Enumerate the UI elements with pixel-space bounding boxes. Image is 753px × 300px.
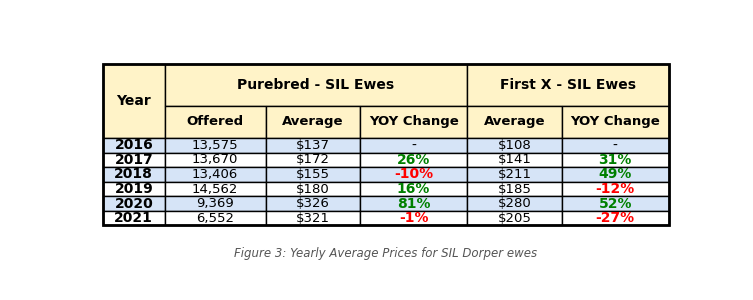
Text: YOY Change: YOY Change xyxy=(570,116,660,128)
Text: YOY Change: YOY Change xyxy=(369,116,459,128)
Bar xyxy=(165,182,266,196)
Bar xyxy=(266,196,360,211)
Bar xyxy=(103,138,165,153)
Bar xyxy=(360,167,468,182)
Text: 49%: 49% xyxy=(599,167,632,182)
Bar xyxy=(266,106,360,138)
Bar xyxy=(165,64,468,106)
Text: Figure 3: Yearly Average Prices for SIL Dorper ewes: Figure 3: Yearly Average Prices for SIL … xyxy=(234,247,538,260)
Bar xyxy=(103,64,165,138)
Bar xyxy=(468,167,562,182)
Bar xyxy=(468,196,562,211)
Bar xyxy=(468,182,562,196)
Bar xyxy=(103,167,165,182)
Bar xyxy=(562,196,669,211)
Text: 13,406: 13,406 xyxy=(192,168,238,181)
Text: -: - xyxy=(411,138,416,152)
Text: 2018: 2018 xyxy=(114,167,153,182)
Bar xyxy=(165,138,266,153)
Text: -27%: -27% xyxy=(596,211,635,225)
Bar xyxy=(360,153,468,167)
Bar xyxy=(562,153,669,167)
Bar xyxy=(103,196,165,211)
Text: 6,552: 6,552 xyxy=(196,212,234,225)
Bar xyxy=(360,196,468,211)
Text: 16%: 16% xyxy=(397,182,430,196)
Bar xyxy=(266,167,360,182)
Bar xyxy=(562,167,669,182)
Text: First X - SIL Ewes: First X - SIL Ewes xyxy=(500,78,636,92)
Text: -10%: -10% xyxy=(394,167,433,182)
Text: 2019: 2019 xyxy=(114,182,153,196)
Text: 81%: 81% xyxy=(397,196,430,211)
Text: Average: Average xyxy=(483,116,545,128)
Text: $180: $180 xyxy=(296,182,330,196)
Text: $141: $141 xyxy=(498,153,532,167)
Text: $172: $172 xyxy=(296,153,330,167)
Bar xyxy=(562,182,669,196)
Text: 9,369: 9,369 xyxy=(197,197,234,210)
Bar xyxy=(360,106,468,138)
Text: -1%: -1% xyxy=(399,211,428,225)
Text: $155: $155 xyxy=(296,168,330,181)
Bar xyxy=(562,211,669,225)
Text: 26%: 26% xyxy=(397,153,430,167)
Bar xyxy=(165,167,266,182)
Bar xyxy=(468,138,562,153)
Text: 14,562: 14,562 xyxy=(192,182,238,196)
Bar xyxy=(360,182,468,196)
Text: $280: $280 xyxy=(498,197,532,210)
Bar xyxy=(103,153,165,167)
Text: 2021: 2021 xyxy=(114,211,153,225)
Text: 2016: 2016 xyxy=(114,138,153,152)
Bar xyxy=(103,211,165,225)
Bar xyxy=(360,211,468,225)
Bar xyxy=(103,182,165,196)
Text: Offered: Offered xyxy=(187,116,244,128)
Bar xyxy=(468,153,562,167)
Bar xyxy=(468,106,562,138)
Bar xyxy=(266,211,360,225)
Text: $211: $211 xyxy=(498,168,532,181)
Bar xyxy=(266,138,360,153)
Text: $205: $205 xyxy=(498,212,532,225)
Bar xyxy=(360,138,468,153)
Bar xyxy=(468,64,669,106)
Bar xyxy=(562,138,669,153)
Text: Purebred - SIL Ewes: Purebred - SIL Ewes xyxy=(237,78,395,92)
Bar xyxy=(562,106,669,138)
Text: 31%: 31% xyxy=(599,153,632,167)
Text: 13,575: 13,575 xyxy=(192,139,239,152)
Bar xyxy=(165,153,266,167)
Text: $326: $326 xyxy=(296,197,330,210)
Text: $321: $321 xyxy=(296,212,330,225)
Bar xyxy=(165,106,266,138)
Text: Year: Year xyxy=(117,94,151,108)
Text: Average: Average xyxy=(282,116,343,128)
Bar xyxy=(103,64,669,225)
Bar xyxy=(165,196,266,211)
Text: $108: $108 xyxy=(498,139,532,152)
Text: $185: $185 xyxy=(498,182,532,196)
Bar xyxy=(468,211,562,225)
Bar xyxy=(266,153,360,167)
Text: 13,670: 13,670 xyxy=(192,153,238,167)
Text: -: - xyxy=(613,138,617,152)
Text: -12%: -12% xyxy=(596,182,635,196)
Bar xyxy=(165,211,266,225)
Text: 2020: 2020 xyxy=(114,196,153,211)
Text: 52%: 52% xyxy=(599,196,632,211)
Bar xyxy=(266,182,360,196)
Text: 2017: 2017 xyxy=(114,153,153,167)
Text: $137: $137 xyxy=(296,139,330,152)
